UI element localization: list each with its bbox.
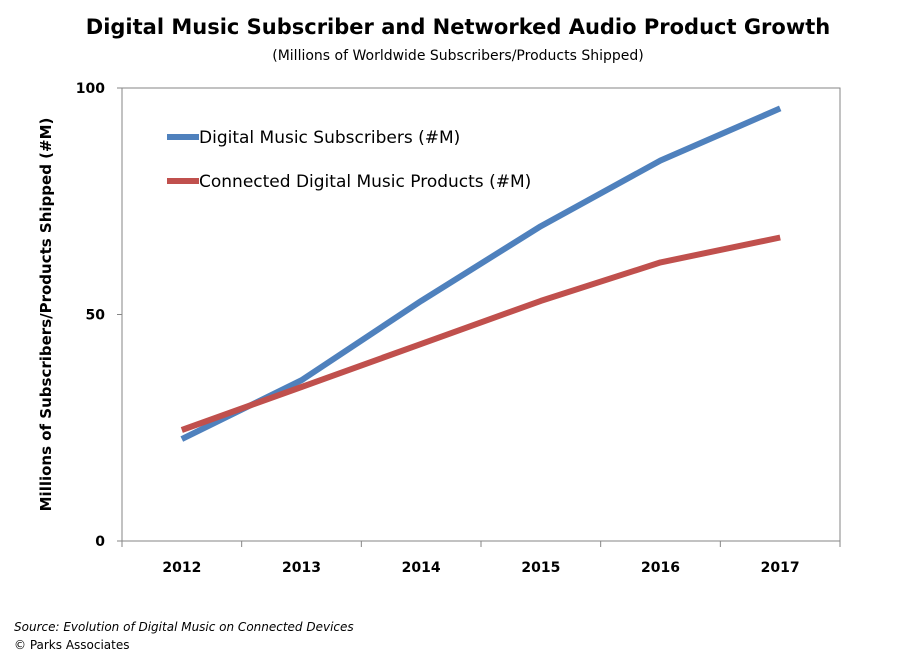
y-tick-label: 50 (86, 308, 106, 324)
series-layer (180, 105, 782, 442)
x-tick-label: 2017 (761, 560, 800, 576)
x-tick-label: 2016 (641, 560, 680, 576)
x-axis: 2012 2013 2014 2015 2016 2017 (121, 540, 841, 576)
x-tick-label: 2014 (402, 560, 441, 576)
series-line-1 (180, 105, 782, 442)
y-tick-label: 0 (95, 534, 105, 550)
copyright-note: © Parks Associates (14, 638, 130, 652)
x-tick-label: 2013 (282, 560, 321, 576)
y-tick-label: 100 (76, 81, 105, 97)
chart-subtitle: (Millions of Worldwide Subscribers/Produ… (272, 48, 643, 64)
y-axis: 0 50 100 (76, 81, 123, 550)
y-axis-label: Millions of Subscribers/Products Shipped… (37, 118, 55, 512)
plot-area (121, 87, 841, 542)
legend: Digital Music Subscribers (#M) Connected … (167, 128, 531, 192)
chart-title: Digital Music Subscriber and Networked A… (86, 15, 830, 39)
source-note: Source: Evolution of Digital Music on Co… (14, 620, 354, 634)
series-line-2 (180, 234, 781, 433)
legend-label-1: Digital Music Subscribers (#M) (199, 128, 460, 148)
x-tick-label: 2015 (521, 560, 560, 576)
legend-label-2: Connected Digital Music Products (#M) (199, 172, 531, 192)
x-tick-label: 2012 (162, 560, 201, 576)
